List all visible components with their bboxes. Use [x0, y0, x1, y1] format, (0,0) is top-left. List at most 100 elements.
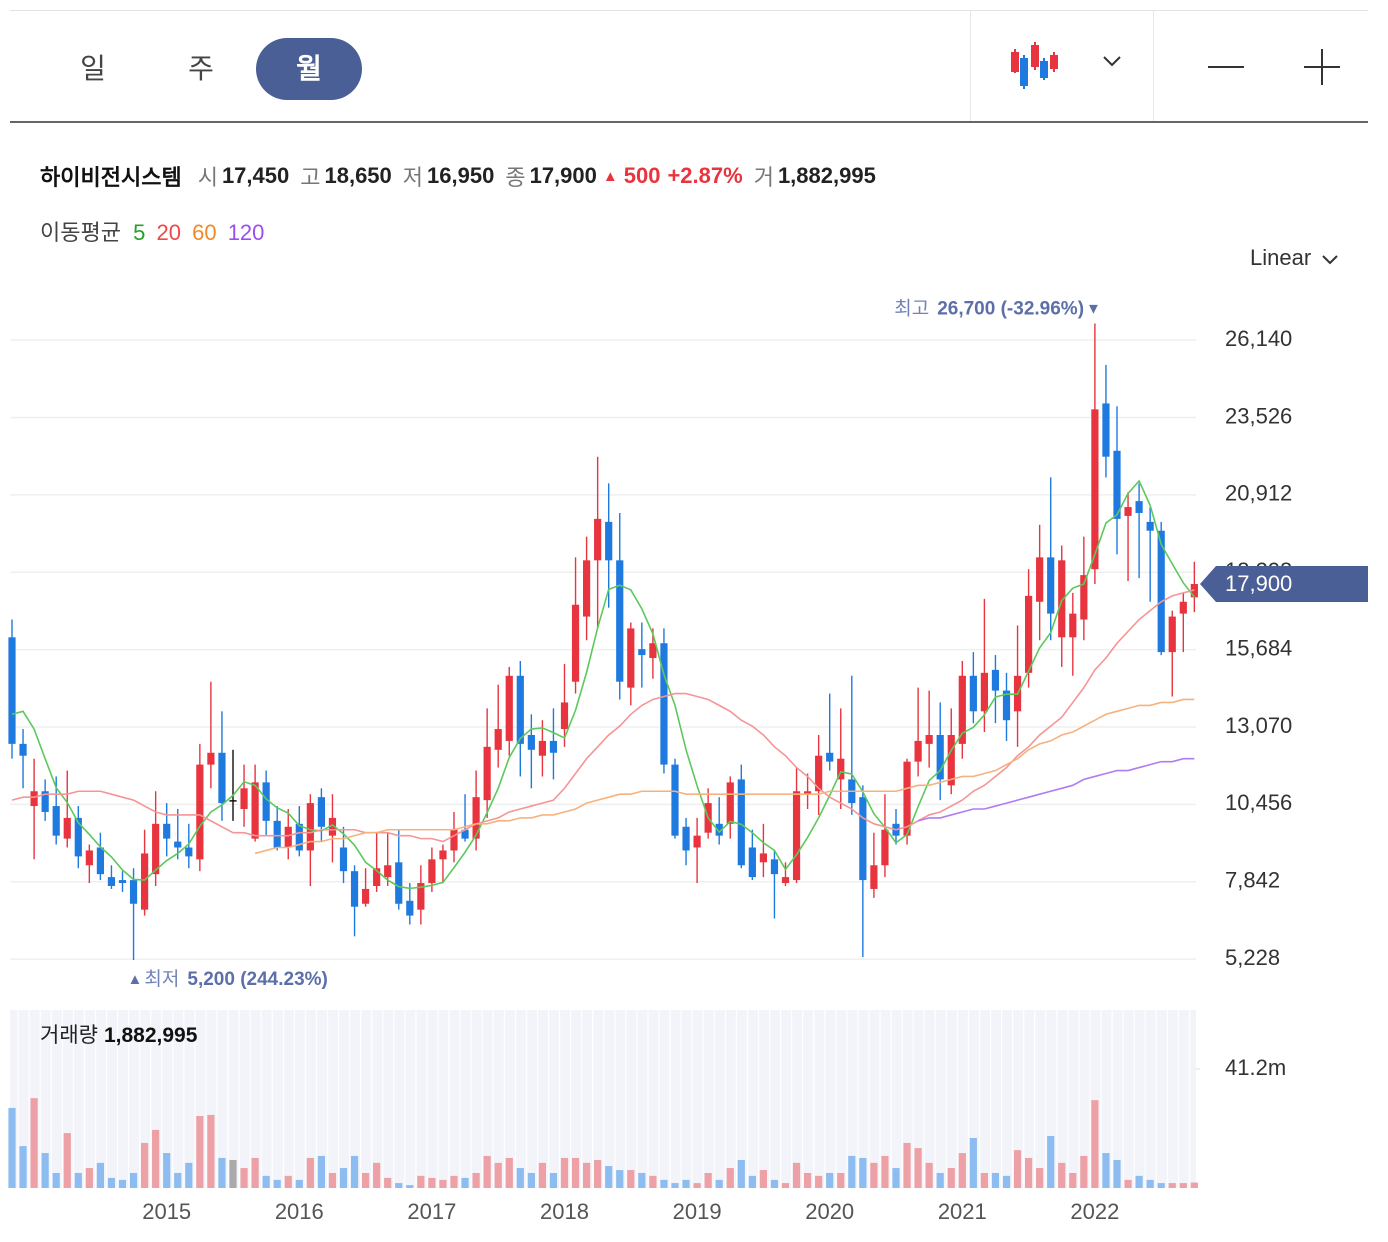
volume-bar — [1168, 1183, 1176, 1188]
candle-body — [295, 823, 303, 851]
period-tab[interactable]: 월 — [256, 38, 362, 100]
volume-bar — [317, 1155, 325, 1188]
volume-bar — [605, 1166, 613, 1188]
scale-dropdown[interactable]: Linear — [1250, 245, 1339, 271]
x-tick-label: 2021 — [938, 1199, 987, 1224]
candle-body — [737, 779, 745, 866]
candle-body — [969, 675, 977, 712]
volume-bar — [1157, 1183, 1165, 1188]
candle-body — [163, 823, 171, 839]
candle-body — [472, 797, 480, 839]
volume-bar — [41, 1153, 49, 1188]
volume-bar — [218, 1157, 226, 1188]
y-tick-label: 13,070 — [1225, 713, 1292, 738]
volume-bar — [207, 1114, 215, 1188]
volume-bar — [1135, 1175, 1143, 1188]
volume-bar — [804, 1172, 812, 1188]
last-price-tag — [1200, 566, 1368, 603]
dropdown-chevron[interactable] — [1103, 56, 1121, 67]
volume-bar — [892, 1168, 900, 1188]
min-annotation: ▲ 최저 5,200 (244.23%) — [128, 968, 328, 990]
volume-bar — [251, 1157, 259, 1188]
volume-bar — [947, 1168, 955, 1188]
ma-legend-entry[interactable]: 20 — [156, 220, 181, 245]
volume-bar — [52, 1172, 60, 1188]
volume-bar — [969, 1138, 977, 1188]
volume-bar — [163, 1153, 171, 1188]
candle-body — [1047, 557, 1055, 614]
candle-body — [196, 764, 204, 860]
volume-bar — [1025, 1157, 1033, 1188]
candle-body — [1102, 403, 1110, 457]
candle-body — [118, 880, 127, 884]
x-tick-label: 2015 — [142, 1199, 191, 1224]
y-tick-label: 20,912 — [1225, 481, 1292, 506]
quote-value: 17,900 — [529, 163, 597, 188]
candle-body — [406, 900, 414, 916]
annotation-marker: ▲ — [128, 971, 143, 988]
candle-body — [273, 820, 281, 848]
candle-body — [395, 862, 403, 904]
candle-body — [649, 643, 657, 659]
volume-bar — [141, 1142, 149, 1188]
candle-body — [594, 518, 602, 561]
volume-bar — [384, 1177, 392, 1188]
volume-bar — [759, 1170, 767, 1188]
volume-bar — [936, 1172, 944, 1188]
volume-bar — [229, 1159, 237, 1188]
volume-bar — [306, 1157, 314, 1188]
candle-body — [616, 560, 624, 682]
candle-body — [1025, 595, 1033, 673]
period-tab[interactable]: 주 — [188, 53, 214, 84]
candle-body — [759, 853, 767, 863]
quote-value: 17,450 — [221, 163, 290, 188]
candle-body — [792, 791, 801, 881]
volume-bar — [627, 1170, 635, 1188]
volume-bar — [671, 1183, 679, 1188]
candle-body — [450, 829, 458, 851]
volume-bar — [516, 1168, 524, 1188]
candle-body — [1179, 601, 1187, 614]
annotation-value: 26,700 (-32.96%) — [937, 299, 1084, 320]
volume-bar — [826, 1172, 834, 1188]
volume-bar — [152, 1129, 160, 1188]
volume-bar — [958, 1153, 966, 1188]
zoom-in-button[interactable] — [1304, 49, 1340, 85]
last-price-label: 17,900 — [1225, 571, 1292, 596]
candle-body — [129, 880, 138, 904]
volume-bar — [549, 1172, 558, 1188]
volume-bar — [527, 1172, 535, 1188]
candle-body — [461, 829, 469, 839]
y-tick-label: 15,684 — [1225, 635, 1292, 660]
volume-bar — [19, 1146, 27, 1188]
candle-body — [1080, 575, 1088, 620]
candle-body — [63, 817, 71, 839]
y-tick-label: 7,842 — [1225, 868, 1280, 893]
candle-body — [538, 740, 546, 756]
volume-bar — [1036, 1168, 1044, 1188]
candle-body — [936, 735, 944, 780]
quote-line: 하이비전시스템 시 17,450 고 18,650 저 16,950 종 17,… — [40, 160, 887, 192]
volume-bar — [682, 1179, 690, 1188]
change: 500 — [623, 163, 661, 188]
volume-bar — [770, 1179, 779, 1188]
ma-legend-entry[interactable]: 120 — [227, 220, 265, 245]
ma-legend-title: 이동평균 — [40, 220, 121, 245]
candle-body — [1124, 507, 1132, 516]
volume-bar — [571, 1157, 580, 1188]
volume-bar — [560, 1157, 569, 1188]
ma-legend-entry[interactable]: 5 — [133, 220, 146, 245]
candle-body — [605, 521, 613, 561]
candle-body — [516, 675, 524, 744]
candle-body — [185, 847, 193, 857]
max-annotation: 최고 26,700 (-32.96%) ▼ — [894, 298, 1101, 320]
chart-style-button[interactable] — [1011, 42, 1058, 89]
candle-body — [8, 637, 16, 744]
period-tab[interactable]: 일 — [80, 53, 106, 84]
candle-body — [815, 755, 823, 792]
candle-body — [660, 643, 668, 765]
volume-bar — [815, 1175, 823, 1188]
volume-bar — [339, 1168, 348, 1188]
ma-legend-entry[interactable]: 60 — [192, 220, 217, 245]
